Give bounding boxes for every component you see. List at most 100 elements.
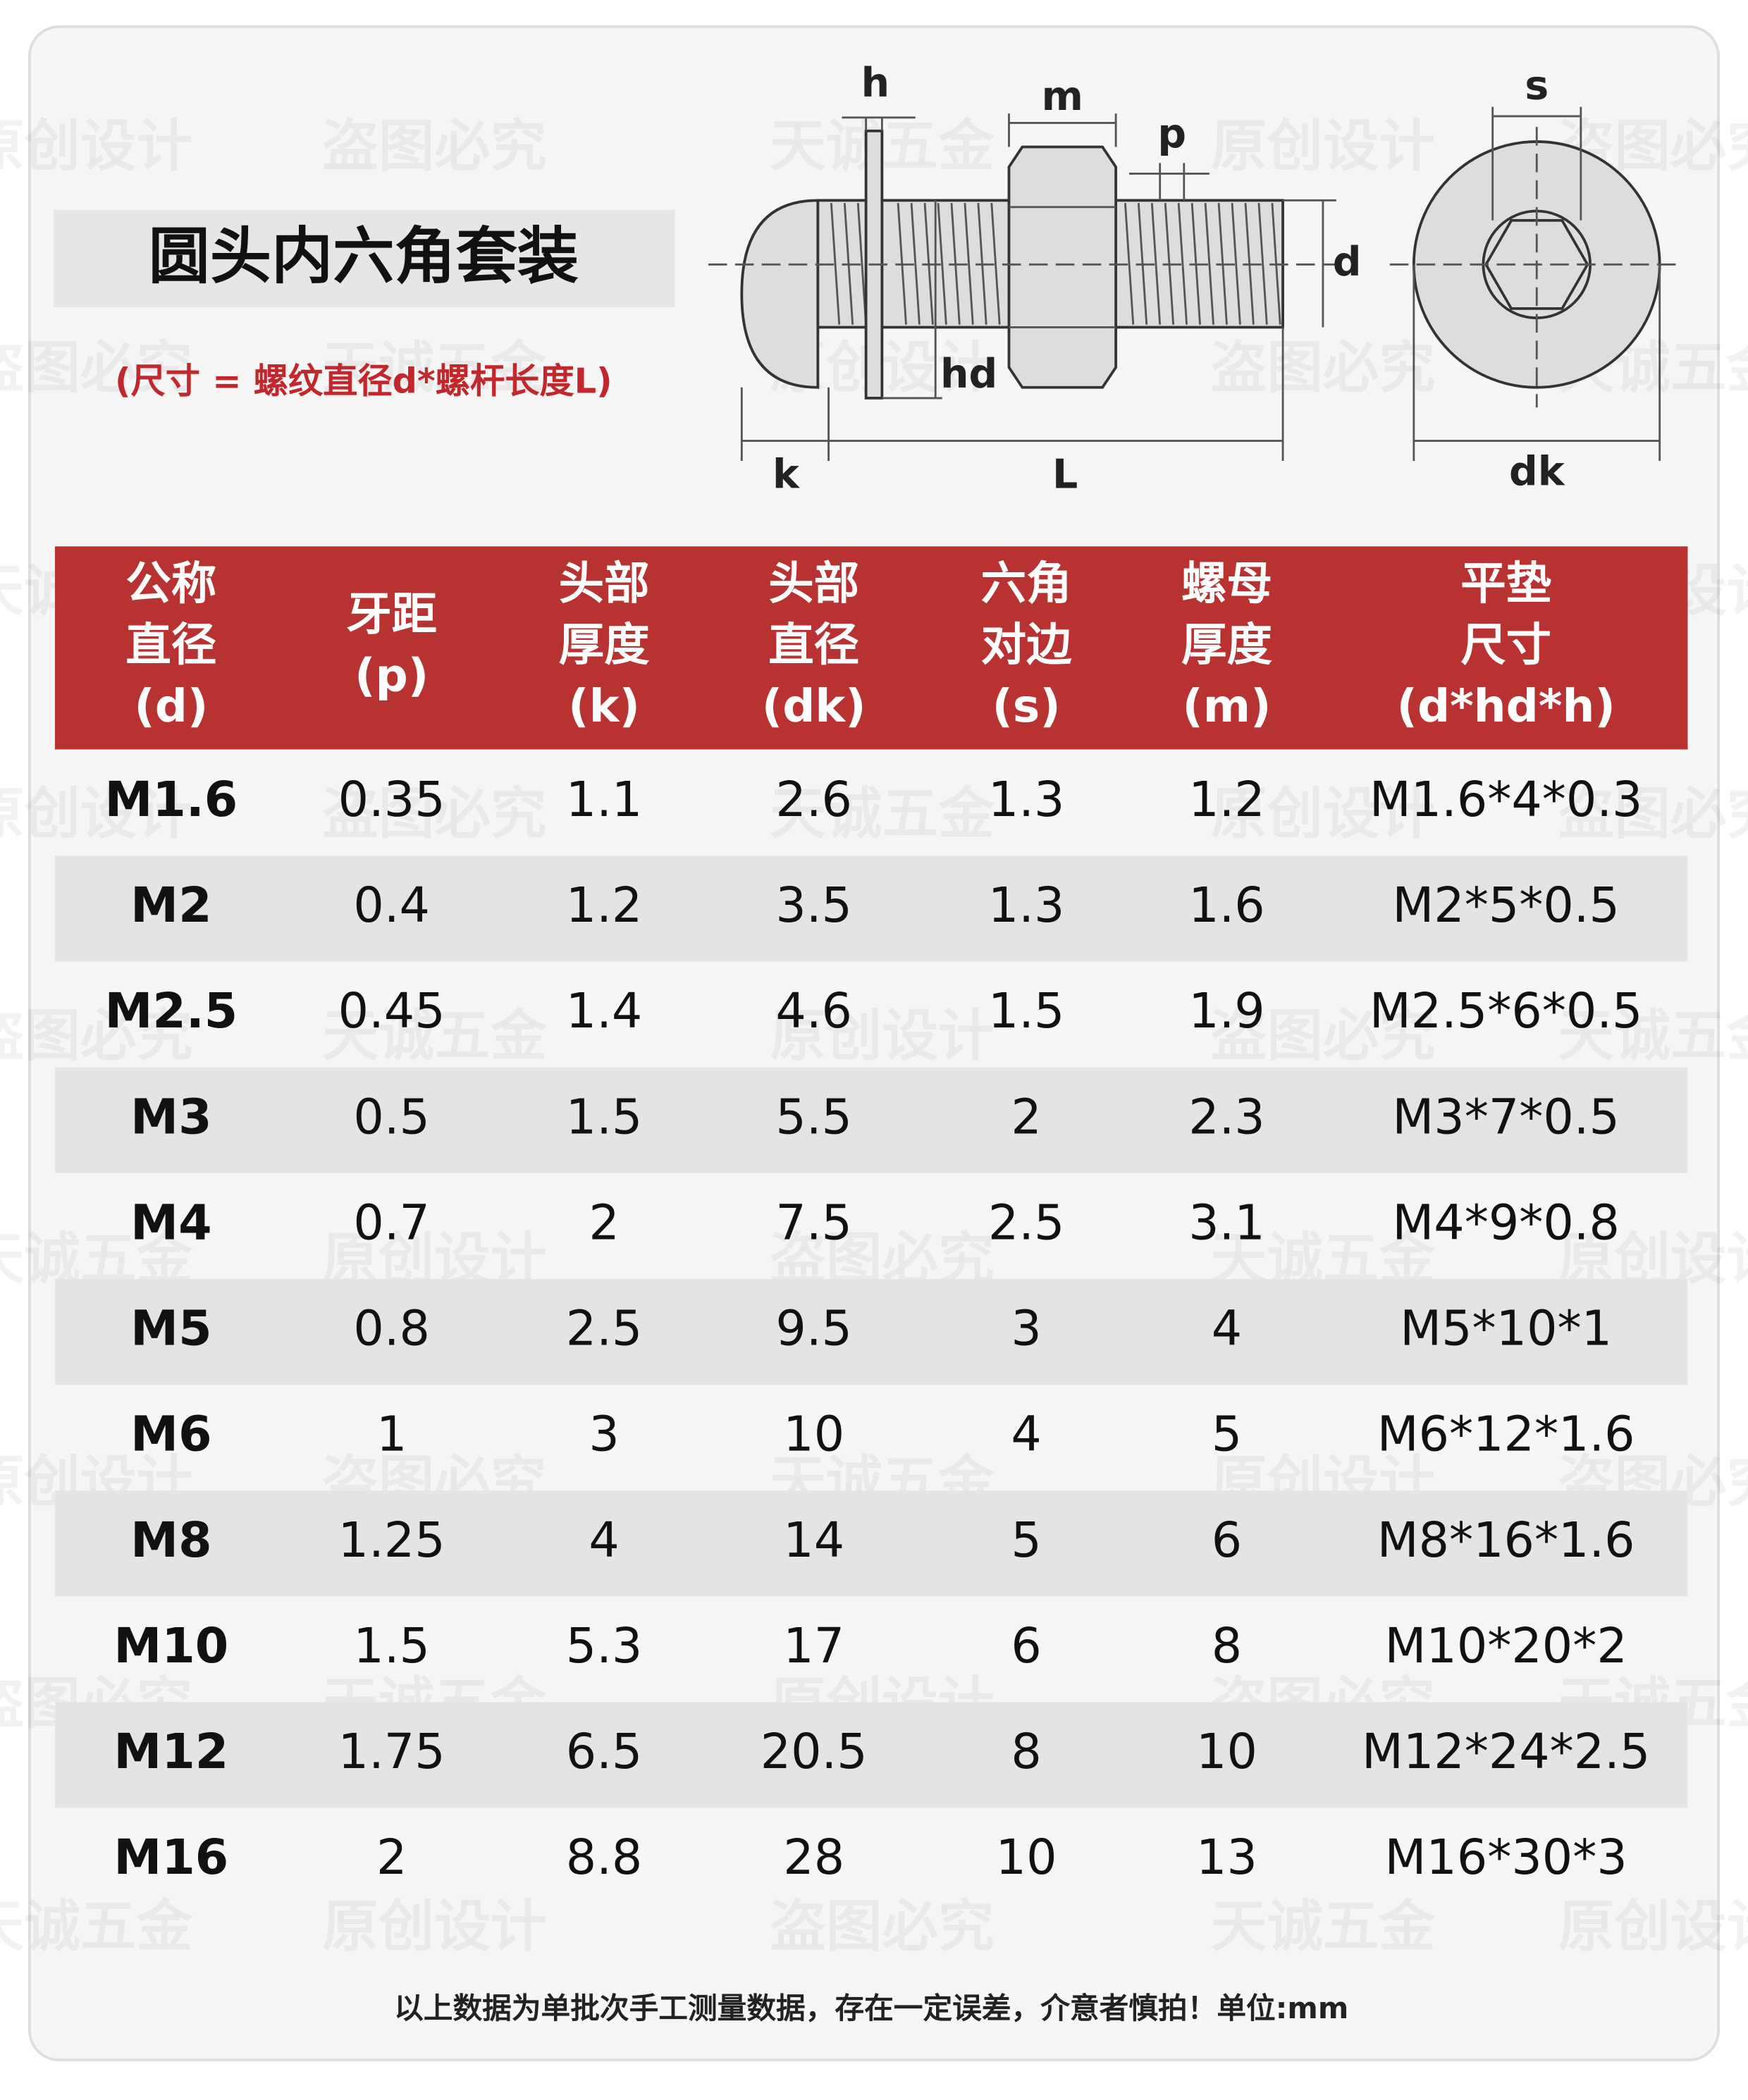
thread-line [1257, 203, 1268, 325]
row-band [54, 1067, 1688, 1173]
watermark: 盗图必究 [1211, 335, 1435, 400]
thread-line [910, 203, 921, 325]
table-cell: 8 [1011, 1724, 1041, 1780]
watermark: 原创设计 [322, 1894, 546, 1959]
watermark: 盗图必究 [1558, 781, 1748, 846]
table-cell: 1.3 [988, 772, 1065, 828]
table-cell: 1.75 [338, 1724, 445, 1780]
thread-line [1231, 203, 1241, 325]
header-cell: 尺寸 [1460, 619, 1551, 672]
table-cell: 1.9 [1188, 984, 1265, 1039]
table-cell: 7.5 [775, 1195, 852, 1251]
table-cell: 0.45 [338, 984, 445, 1039]
table-cell: M5*10*1 [1400, 1302, 1612, 1357]
label-L: L [1052, 451, 1078, 498]
table-cell: 0.4 [353, 878, 430, 934]
table-cell: M6 [130, 1407, 211, 1463]
watermark: 原创设计 [1211, 113, 1435, 178]
row-band [54, 1278, 1688, 1385]
table-cell: 4 [1212, 1302, 1242, 1357]
title-box [54, 209, 675, 308]
watermark: 原创设计 [1211, 781, 1435, 846]
watermark: 盗图必究 [770, 1894, 994, 1959]
table-cell: 28 [783, 1830, 844, 1886]
table-cell: M3 [130, 1089, 211, 1145]
table-cell: M12 [113, 1724, 228, 1780]
label-h: h [861, 60, 890, 106]
table-cell: 2.6 [775, 772, 852, 828]
table-cell: 2 [1011, 1089, 1041, 1145]
header-cell: 头部 [768, 557, 859, 610]
header-cell: 六角 [981, 557, 1072, 610]
table-cell: 1.2 [1188, 772, 1265, 828]
table-cell: 3 [589, 1407, 619, 1463]
table-cell: M6*12*1.6 [1377, 1407, 1635, 1463]
table-cell: M10*20*2 [1385, 1619, 1627, 1674]
table-cell: 1.5 [988, 984, 1065, 1039]
table-cell: 1.4 [566, 984, 643, 1039]
label-k: k [773, 451, 800, 498]
title: 圆头内六角套装 [149, 221, 579, 292]
label-hd: hd [940, 351, 997, 397]
table-cell: 6 [1011, 1619, 1041, 1674]
header-cell: (s) [992, 680, 1060, 733]
table-cell: M1.6 [104, 772, 238, 828]
watermark: 原创设计 [1558, 1894, 1748, 1959]
table-cell: 0.7 [353, 1195, 430, 1251]
table-cell: 1.5 [353, 1619, 430, 1674]
table-cell: 1 [376, 1407, 407, 1463]
header-cell: 平垫 [1460, 557, 1551, 610]
watermark: 盗图必究 [322, 113, 546, 178]
watermark: 天诚五金 [1211, 1894, 1436, 1959]
header-cell: 厚度 [559, 619, 650, 672]
table-cell: M16*30*3 [1385, 1830, 1627, 1886]
table-cell: M1.6*4*0.3 [1370, 772, 1643, 828]
table-cell: 10 [783, 1407, 844, 1463]
header-cell: (p) [355, 650, 429, 703]
table-cell: 1.1 [566, 772, 643, 828]
label-d: d [1333, 239, 1362, 285]
label-s: s [1525, 63, 1549, 109]
watermark: 原创设计 [770, 1003, 994, 1068]
thread-line [830, 203, 841, 325]
table-cell: 5 [1212, 1407, 1242, 1463]
table-cell: M8*16*1.6 [1377, 1513, 1635, 1569]
table-cell: M10 [113, 1619, 228, 1674]
header-cell: 厚度 [1181, 619, 1272, 672]
table-cell: M2 [130, 878, 211, 934]
table-cell: 6 [1212, 1513, 1242, 1569]
table-cell: 8.8 [566, 1830, 643, 1886]
table-cell: 8 [1212, 1619, 1242, 1674]
row-band [54, 1702, 1688, 1808]
table-cell: 0.5 [353, 1089, 430, 1145]
table-cell: 3 [1011, 1302, 1041, 1357]
table-cell: 1.6 [1188, 878, 1265, 934]
table-cell: 6.5 [566, 1724, 643, 1780]
header-cell: 直径 [768, 619, 859, 672]
watermark: 盗图必究 [0, 1003, 192, 1068]
header-cell: 牙距 [346, 588, 437, 641]
table-cell: 9.5 [775, 1302, 852, 1357]
header-cell: 对边 [981, 619, 1072, 672]
watermark: 天诚五金 [322, 1003, 547, 1068]
table-cell: 5 [1011, 1513, 1041, 1569]
row-band [54, 856, 1688, 962]
table-cell: 5.3 [566, 1619, 643, 1674]
bolt-diagram: h m p d hd k L s dk [708, 60, 1684, 498]
label-dk: dk [1509, 449, 1565, 495]
header-cell: (dk) [762, 680, 866, 733]
table-cell: M3*7*0.5 [1392, 1089, 1619, 1145]
table-cell: 13 [1196, 1830, 1257, 1886]
table-cell: M2.5 [104, 984, 238, 1039]
thread-line [964, 203, 974, 325]
table-cell: 10 [996, 1830, 1057, 1886]
header-cell: 直径 [125, 619, 216, 672]
table-cell: 3.1 [1188, 1195, 1265, 1251]
table-cell: M4*9*0.8 [1392, 1195, 1619, 1251]
table-cell: 10 [1196, 1724, 1257, 1780]
table-cell: M16 [113, 1830, 228, 1886]
thread-line [937, 203, 947, 325]
table-cell: M2*5*0.5 [1392, 878, 1619, 934]
